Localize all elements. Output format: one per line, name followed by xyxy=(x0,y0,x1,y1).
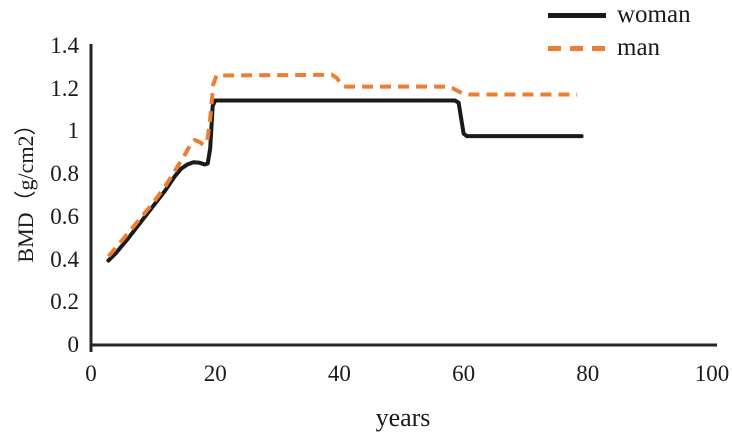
x-tick-label: 20 xyxy=(203,361,227,386)
y-tick-label: 0.4 xyxy=(50,246,79,272)
y-tick-label: 1 xyxy=(67,118,80,144)
legend-label-man: man xyxy=(617,34,661,61)
man-dashed-line-swatch xyxy=(548,45,606,51)
x-tick-label: 80 xyxy=(576,361,600,386)
y-tick-label: 0.8 xyxy=(50,161,79,187)
x-tick-label: 100 xyxy=(694,361,730,386)
series-line-woman xyxy=(106,98,584,263)
legend-item-woman: woman xyxy=(548,2,691,28)
y-tick-label: 1.4 xyxy=(50,33,79,58)
x-tick-label: 0 xyxy=(85,361,97,386)
legend: woman man xyxy=(548,2,691,61)
y-tick-label: 0.2 xyxy=(50,289,79,315)
y-tick-label: 0 xyxy=(67,332,80,357)
woman-solid-line-swatch xyxy=(548,12,606,18)
x-tick-label: 40 xyxy=(327,361,351,386)
y-tick-label: 0.6 xyxy=(50,203,79,229)
y-axis-tick-labels: 0 0.2 0.4 0.6 0.8 1 1.2 1.4 xyxy=(0,0,79,438)
x-tick-label: 60 xyxy=(452,361,476,386)
x-axis-tick-labels: 0 20 40 60 80 100 xyxy=(0,361,733,389)
legend-label-woman: woman xyxy=(617,1,691,28)
y-axis-title: BMD（g/cm2） xyxy=(13,113,38,263)
legend-item-man: man xyxy=(548,35,691,61)
x-axis-title: years xyxy=(375,403,431,432)
y-tick-label: 1.2 xyxy=(50,75,79,101)
